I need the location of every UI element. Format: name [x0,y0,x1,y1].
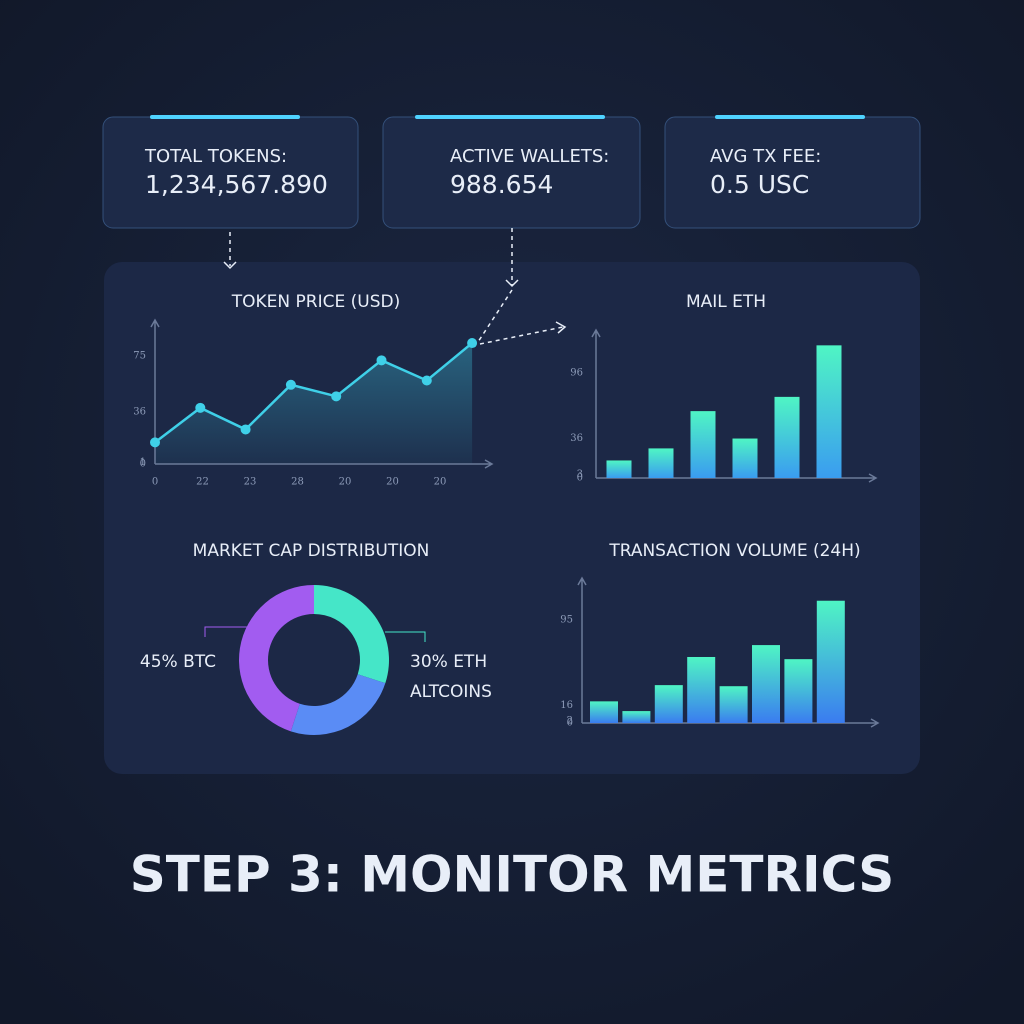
x-tick-label: 0 [152,477,158,488]
card-label: TOTAL TOKENS: [144,146,287,167]
connector-arrows [223,228,567,345]
bar [784,659,813,723]
card-label: AVG TX FEE: [710,146,821,167]
card-value: 1,234,567.890 [145,170,328,199]
chart-title: TOKEN PRICE (USD) [231,292,400,312]
card-value: 988.654 [450,170,553,199]
y-tick-label: 0 [567,718,573,729]
bar [606,460,632,478]
x-tick-label: 22 [196,477,209,488]
x-tick-label: 20 [339,477,352,488]
point [195,402,206,413]
arrow-head [555,321,567,334]
cards: TOTAL TOKENS: 1,234,567.890 ACTIVE WALLE… [102,115,921,229]
donut-slice [239,585,314,732]
y-tick-label: 75 [133,351,146,362]
axis [577,576,880,728]
card-value: 0.5 USC [710,170,809,199]
point [285,379,296,390]
bar [687,656,716,723]
axis [591,328,878,483]
card-label: ACTIVE WALLETS: [450,146,609,167]
bar [774,396,800,478]
arrow-head [223,261,237,270]
area [155,343,473,464]
bar [816,600,845,723]
card-glow [715,115,865,119]
bar [648,448,674,478]
y-tick-label: 0 [577,473,583,484]
point [331,391,342,402]
point [240,424,251,435]
slice-label: 45% BTC [140,652,216,672]
point [150,437,160,448]
donut-slice [290,674,386,735]
slice-label: 30% ETH [410,652,487,672]
arrow [477,289,513,343]
chart-title: TRANSACTION VOLUME (24H) [608,541,860,561]
x-tick-label: 20 [434,477,447,488]
arrow-head [505,279,519,288]
card-glow [415,115,605,119]
bar [590,701,618,723]
slice-label: ALTCOINS [410,682,492,702]
chart-title: MAIL ETH [686,292,766,312]
x-tick-label: 28 [291,477,304,488]
x-tick-label: 23 [244,477,257,488]
bar [654,685,683,723]
y-tick-label: 96 [570,367,583,378]
x-tick-label: 20 [386,477,399,488]
y-tick-label: 3 [577,469,583,480]
y-tick-label: 1 [140,457,146,468]
donut-slice [314,585,389,684]
bar [732,438,758,478]
point [376,355,387,366]
leader-line [204,626,250,637]
y-tick-label: 95 [560,615,573,626]
line [154,342,473,444]
y-tick-label: 2 [567,715,573,726]
caption: STEP 3: MONITOR METRICS [130,846,895,904]
bar [622,711,651,723]
point [467,338,478,349]
y-tick-label: 36 [133,407,146,418]
bar [719,686,748,723]
chart-title: MARKET CAP DISTRIBUTION [193,541,430,561]
bar [816,345,842,478]
leader-line [385,631,426,642]
y-tick-label: 36 [570,433,583,444]
y-tick-label: 0 [140,459,146,470]
card-glow [150,115,300,119]
axis [150,318,494,469]
y-tick-label: 16 [560,700,573,711]
bar [690,411,716,478]
arrow [479,326,564,345]
bar [752,645,780,723]
point [421,375,432,386]
